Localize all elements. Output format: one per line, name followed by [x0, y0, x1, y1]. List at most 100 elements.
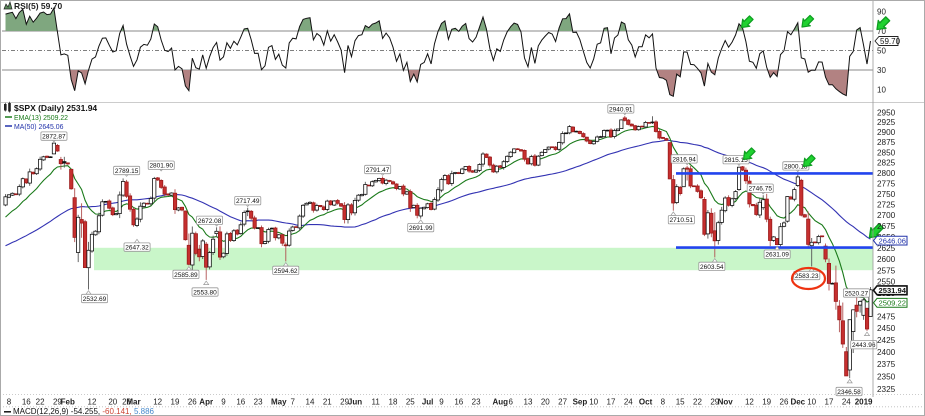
svg-text:Jun: Jun: [348, 398, 362, 407]
svg-text:12: 12: [88, 398, 97, 407]
svg-text:2019: 2019: [855, 398, 873, 407]
svg-text:2691.99: 2691.99: [409, 225, 433, 232]
svg-text:10: 10: [589, 398, 598, 407]
svg-text:2475: 2475: [877, 312, 896, 321]
svg-text:2443.96: 2443.96: [852, 342, 876, 349]
svg-text:16: 16: [454, 398, 463, 407]
svg-text:17: 17: [825, 398, 834, 407]
svg-text:2872.87: 2872.87: [42, 134, 66, 141]
svg-text:2875: 2875: [877, 138, 896, 147]
svg-text:MACD(12,26,9) -54.255, -60.141: MACD(12,26,9) -54.255, -60.141, 5.886: [13, 407, 155, 416]
svg-text:22: 22: [693, 398, 702, 407]
svg-text:59.70: 59.70: [880, 37, 901, 46]
svg-text:2583.23: 2583.23: [795, 273, 819, 280]
svg-text:2800.18: 2800.18: [784, 163, 808, 170]
svg-text:2750: 2750: [877, 190, 896, 199]
svg-text:6: 6: [508, 398, 513, 407]
svg-text:Oct: Oct: [639, 398, 653, 407]
svg-text:10: 10: [877, 86, 886, 95]
svg-text:2531.94: 2531.94: [879, 286, 907, 295]
svg-text:12: 12: [745, 398, 754, 407]
svg-text:19: 19: [171, 398, 180, 407]
svg-text:Jul: Jul: [422, 398, 434, 407]
svg-text:2800: 2800: [877, 169, 896, 178]
svg-text:9: 9: [439, 398, 444, 407]
svg-text:2815.15: 2815.15: [724, 157, 748, 164]
svg-text:16: 16: [22, 398, 31, 407]
svg-text:2631.09: 2631.09: [765, 252, 789, 259]
svg-text:26: 26: [780, 398, 789, 407]
svg-text:29: 29: [340, 398, 349, 407]
svg-text:2950: 2950: [877, 108, 896, 117]
svg-text:2700: 2700: [877, 211, 896, 220]
svg-text:90: 90: [877, 8, 886, 17]
svg-text:8: 8: [661, 398, 666, 407]
svg-text:11: 11: [372, 398, 381, 407]
svg-text:9: 9: [221, 398, 226, 407]
svg-text:24: 24: [842, 398, 851, 407]
svg-text:15: 15: [676, 398, 685, 407]
svg-text:2646.06: 2646.06: [879, 237, 906, 246]
svg-text:2325: 2325: [877, 385, 896, 394]
svg-text:24: 24: [624, 398, 633, 407]
svg-text:2710.51: 2710.51: [670, 217, 694, 224]
svg-text:18: 18: [389, 398, 398, 407]
svg-text:2400: 2400: [877, 348, 896, 357]
svg-text:21: 21: [323, 398, 332, 407]
svg-text:29: 29: [710, 398, 719, 407]
svg-text:10: 10: [807, 398, 816, 407]
svg-text:2553.80: 2553.80: [193, 290, 217, 297]
svg-text:2350: 2350: [877, 373, 896, 382]
svg-text:Apr: Apr: [199, 398, 213, 407]
svg-text:2825: 2825: [877, 159, 896, 168]
svg-text:2603.54: 2603.54: [700, 264, 724, 271]
svg-text:2775: 2775: [877, 179, 896, 188]
svg-text:2575: 2575: [877, 266, 896, 275]
svg-text:2594.62: 2594.62: [274, 268, 298, 275]
svg-text:2850: 2850: [877, 148, 896, 157]
svg-text:EMA(13) 2509.22: EMA(13) 2509.22: [14, 115, 68, 122]
svg-text:30: 30: [877, 66, 886, 75]
svg-text:13: 13: [524, 398, 533, 407]
svg-text:May: May: [271, 398, 287, 407]
svg-text:Feb: Feb: [61, 398, 75, 407]
svg-text:17: 17: [607, 398, 616, 407]
svg-text:RSI(5) 59.70: RSI(5) 59.70: [14, 1, 62, 11]
svg-text:Dec: Dec: [790, 398, 805, 407]
svg-text:2791.47: 2791.47: [366, 167, 390, 174]
svg-text:70: 70: [877, 27, 886, 36]
svg-text:27: 27: [558, 398, 567, 407]
svg-text:12: 12: [153, 398, 162, 407]
svg-text:20: 20: [541, 398, 550, 407]
svg-text:$SPX (Daily) 2531.94: $SPX (Daily) 2531.94: [14, 103, 97, 113]
svg-text:19: 19: [762, 398, 771, 407]
svg-text:14: 14: [306, 398, 315, 407]
svg-text:Mar: Mar: [126, 398, 140, 407]
svg-text:26: 26: [188, 398, 197, 407]
svg-text:2940.91: 2940.91: [609, 106, 633, 113]
svg-text:2647.32: 2647.32: [125, 245, 149, 252]
svg-text:2520.27: 2520.27: [845, 291, 869, 298]
svg-text:2346.58: 2346.58: [837, 389, 861, 396]
svg-text:23: 23: [472, 398, 481, 407]
svg-text:2600: 2600: [877, 255, 896, 264]
svg-text:2509.22: 2509.22: [879, 299, 906, 308]
svg-text:22: 22: [36, 398, 45, 407]
svg-text:2675: 2675: [877, 222, 896, 231]
svg-text:2925: 2925: [877, 118, 896, 127]
svg-text:25: 25: [406, 398, 415, 407]
svg-text:2725: 2725: [877, 201, 896, 210]
svg-text:26: 26: [122, 398, 131, 407]
svg-text:16: 16: [236, 398, 245, 407]
svg-text:2375: 2375: [877, 360, 896, 369]
svg-text:2789.15: 2789.15: [115, 168, 139, 175]
svg-text:2672.08: 2672.08: [198, 218, 222, 225]
svg-text:Sep: Sep: [573, 398, 588, 407]
svg-text:2550: 2550: [877, 278, 896, 287]
svg-text:2717.49: 2717.49: [236, 198, 260, 205]
svg-text:2625: 2625: [877, 244, 896, 253]
svg-text:2425: 2425: [877, 336, 896, 345]
svg-text:2801.90: 2801.90: [149, 163, 173, 170]
svg-text:MA(50) 2645.06: MA(50) 2645.06: [14, 124, 64, 131]
svg-text:2746.75: 2746.75: [748, 186, 772, 193]
